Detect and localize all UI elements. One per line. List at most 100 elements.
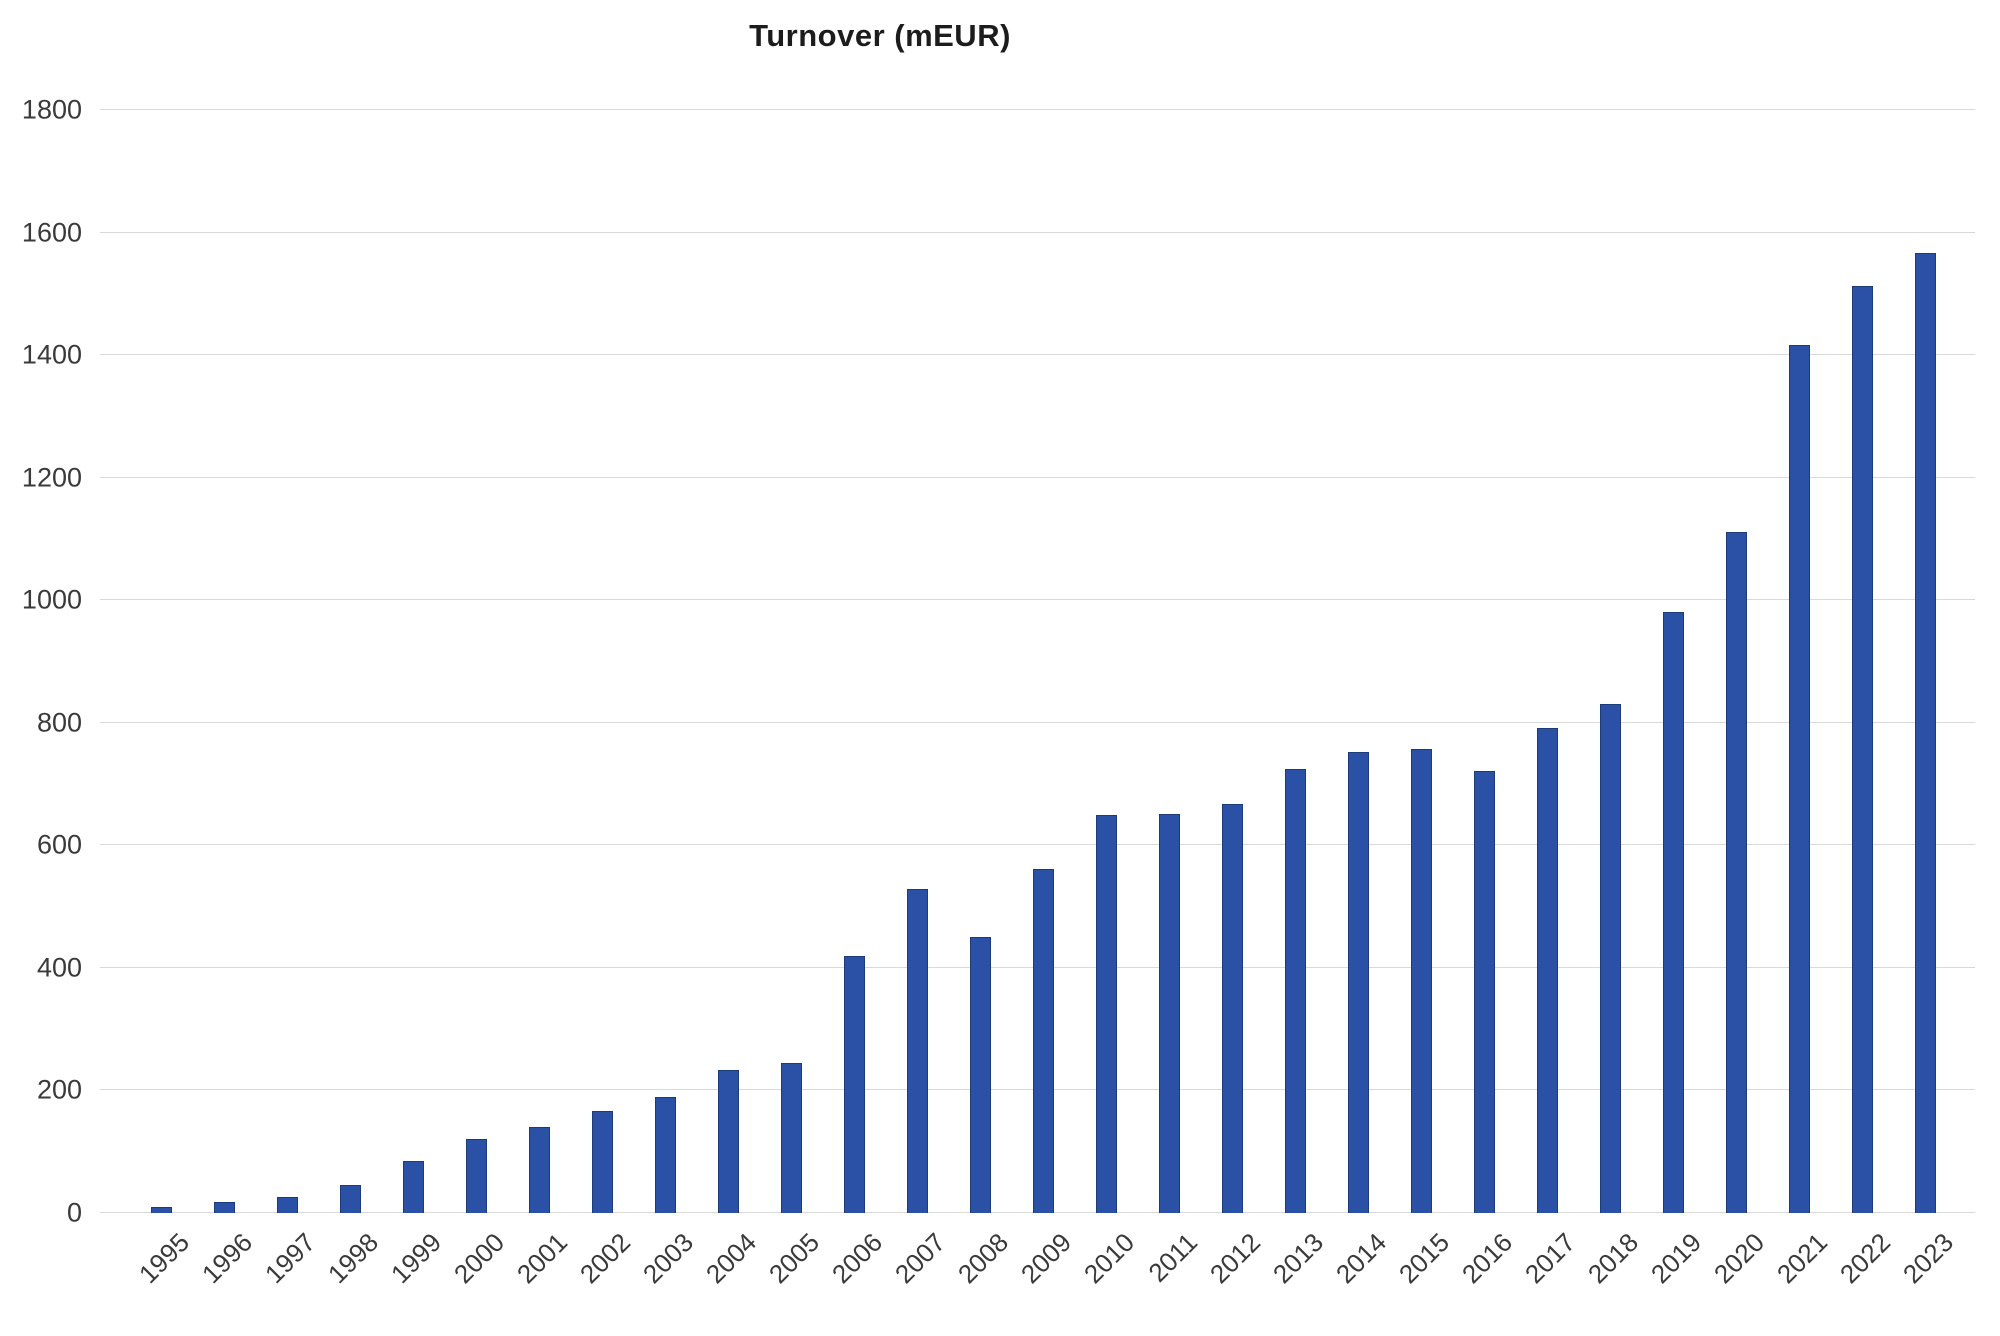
x-axis-tick-label-2016: 2016 [1455,1227,1518,1290]
x-axis-tick-label-2020: 2020 [1707,1227,1770,1290]
y-axis-tick-label: 400 [36,952,82,983]
y-axis-tick-label: 1600 [21,217,82,248]
gridline-y-1800 [100,109,1975,110]
bar-slot-2008: 2008 [949,110,1014,1289]
x-axis-tick-label-2010: 2010 [1077,1227,1140,1290]
bar-slot-2005: 2005 [760,110,825,1289]
bar-slot-2019: 2019 [1642,110,1707,1289]
gridline-y-800 [100,721,1975,723]
bar-slot-2004: 2004 [697,110,762,1289]
bar-2003 [655,1096,676,1213]
plot-area: 0 200 400 600 800 1000 1200 1400 1600 1800 1995 199… [22,95,1975,1289]
y-axis-tick-label: 1000 [21,584,82,615]
bar-slot-2017: 2017 [1516,110,1581,1289]
bar-slot-1995: 1995 [130,110,195,1289]
x-axis-tick-label-2018: 2018 [1581,1227,1644,1290]
bar-slot-1996: 1996 [193,110,258,1289]
x-axis-tick-label-2001: 2001 [510,1227,573,1290]
bar-2021 [1789,345,1810,1213]
x-axis-tick-label-2017: 2017 [1518,1227,1581,1290]
bar-slot-2023: 2023 [1894,110,1959,1289]
bars-row: 1995 1996 1997 1998 1999 2000 2001 2002 2003 2004… [130,110,1959,1289]
bar-2005 [781,1062,802,1213]
x-axis-tick-label-2009: 2009 [1014,1227,1077,1290]
bar-2020 [1726,531,1747,1213]
bar-slot-2018: 2018 [1579,110,1644,1289]
bar-slot-2009: 2009 [1012,110,1077,1289]
bar-slot-2000: 2000 [445,110,510,1289]
gridline-y-600 [100,844,1975,846]
x-axis-tick-label-2021: 2021 [1770,1227,1833,1290]
x-axis-tick-label-2002: 2002 [573,1227,636,1290]
y-axis-tick-label: 1400 [21,339,82,370]
x-axis-tick-label-1995: 1995 [132,1227,195,1290]
bar-slot-2015: 2015 [1390,110,1455,1289]
bar-2023 [1915,252,1936,1213]
x-axis-tick-label-2023: 2023 [1896,1227,1959,1290]
bar-2000 [466,1139,487,1213]
bar-1995 [151,1206,172,1213]
bar-2016 [1474,770,1495,1213]
x-axis-tick-label-2012: 2012 [1203,1227,1266,1290]
bar-slot-1998: 1998 [319,110,384,1289]
bar-2017 [1537,727,1558,1213]
bar-slot-2020: 2020 [1705,110,1770,1289]
bar-slot-1997: 1997 [256,110,321,1289]
bar-2019 [1663,612,1684,1213]
bar-1998 [340,1185,361,1213]
x-axis-tick-label-2014: 2014 [1329,1227,1392,1290]
bar-slot-2022: 2022 [1831,110,1896,1289]
gridline-y-1400 [100,354,1975,356]
bar-2007 [907,888,928,1213]
x-axis-tick-label-2003: 2003 [636,1227,699,1290]
bar-2002 [592,1110,613,1213]
bar-2001 [529,1126,550,1213]
y-axis-tick-label: 1200 [21,462,82,493]
x-axis-tick-label-2006: 2006 [825,1227,888,1290]
bar-2006 [844,955,865,1213]
gridline-y-1000 [100,599,1975,601]
chart-title: Turnover (mEUR) [749,18,1011,53]
bar-2014 [1348,751,1369,1213]
bar-slot-2006: 2006 [823,110,888,1289]
bar-slot-2002: 2002 [571,110,636,1289]
x-axis-tick-label-1996: 1996 [195,1227,258,1290]
x-axis-tick-label-2015: 2015 [1392,1227,1455,1290]
y-axis-tick-label: 800 [36,707,82,738]
y-axis-tick-label: 600 [36,829,82,860]
gridline-y-1600 [100,231,1975,233]
bar-1996 [214,1201,235,1213]
bar-2010 [1096,814,1117,1213]
bar-slot-2003: 2003 [634,110,699,1289]
bar-2004 [718,1070,739,1213]
bar-1999 [403,1160,424,1213]
y-axis-tick-label: 1800 [21,94,82,125]
x-axis-tick-label-2019: 2019 [1644,1227,1707,1290]
x-axis-tick-label-2011: 2011 [1141,1227,1203,1288]
bar-2022 [1852,286,1873,1213]
x-axis-tick-label-2022: 2022 [1833,1227,1896,1290]
bar-2018 [1600,703,1621,1213]
y-axis-tick-label: 0 [66,1197,82,1228]
bar-slot-2013: 2013 [1264,110,1329,1289]
x-axis-tick-label-2013: 2013 [1266,1227,1329,1290]
bar-slot-2016: 2016 [1453,110,1518,1289]
x-axis-tick-label-2004: 2004 [699,1227,762,1290]
x-axis-tick-label-2007: 2007 [888,1227,951,1290]
x-axis-tick-label-1999: 1999 [384,1227,447,1290]
bar-slot-2014: 2014 [1327,110,1392,1289]
bar-2012 [1222,804,1243,1213]
bar-slot-2021: 2021 [1768,110,1833,1289]
bar-slot-2012: 2012 [1201,110,1266,1289]
gridline-y-1200 [100,476,1975,478]
bar-1997 [277,1197,298,1213]
bar-slot-2001: 2001 [508,110,573,1289]
x-axis-tick-label-1997: 1997 [258,1227,321,1290]
x-axis-tick-label-2005: 2005 [762,1227,825,1290]
bar-2013 [1285,768,1306,1213]
bar-slot-2007: 2007 [886,110,951,1289]
x-axis-tick-label-1998: 1998 [321,1227,384,1290]
x-axis-tick-label-2000: 2000 [447,1227,510,1290]
bar-slot-1999: 1999 [382,110,447,1289]
